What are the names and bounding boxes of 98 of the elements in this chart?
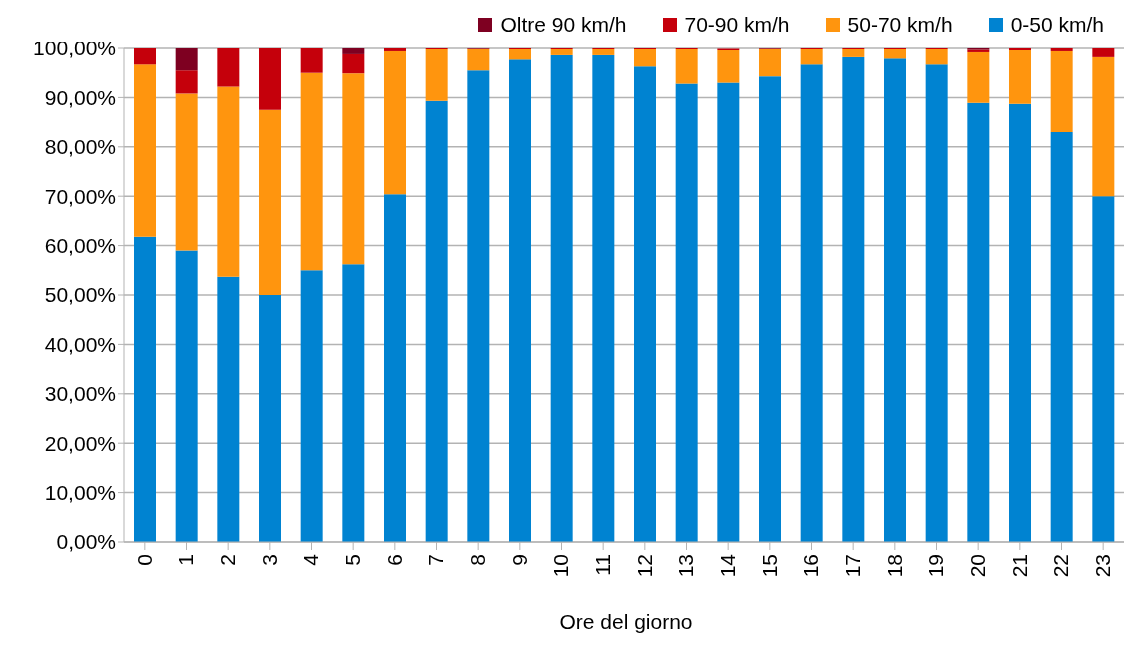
bar xyxy=(175,48,198,71)
bar xyxy=(300,72,323,271)
bar xyxy=(384,48,406,51)
bar xyxy=(717,82,740,542)
bar xyxy=(1092,196,1115,542)
bar xyxy=(217,86,240,277)
x-tick-label: 16 xyxy=(799,554,823,578)
bar xyxy=(634,48,656,67)
x-tick-label: 12 xyxy=(632,554,656,578)
bar xyxy=(342,264,365,542)
legend-label: 0-50 km/h xyxy=(1010,13,1104,37)
bar xyxy=(967,51,990,103)
y-tick-label: 30,00% xyxy=(44,382,116,406)
x-tick-label: 22 xyxy=(1049,554,1073,578)
bar xyxy=(509,59,531,542)
bar xyxy=(550,54,573,542)
bar xyxy=(759,76,781,542)
x-tick-label: 3 xyxy=(257,554,281,566)
bar xyxy=(842,56,865,542)
bar xyxy=(300,48,323,73)
bar xyxy=(134,236,156,542)
x-tick-label: 17 xyxy=(841,554,865,578)
x-tick-label: 11 xyxy=(591,554,615,576)
bar xyxy=(634,66,656,542)
y-tick-label: 60,00% xyxy=(44,234,116,258)
x-tick-label: 21 xyxy=(1007,554,1031,578)
bar xyxy=(1009,103,1031,542)
bar xyxy=(592,54,615,542)
x-tick-label: 9 xyxy=(507,554,531,566)
bar xyxy=(425,100,448,542)
x-tick-label: 15 xyxy=(757,554,781,578)
bar xyxy=(800,64,823,542)
y-tick-label: 20,00% xyxy=(44,431,116,455)
y-tick-label: 90,00% xyxy=(44,85,116,109)
bar xyxy=(467,48,490,71)
bar xyxy=(384,50,406,195)
bar xyxy=(884,48,906,59)
x-tick-label: 6 xyxy=(382,554,406,566)
y-tick-label: 80,00% xyxy=(44,135,116,159)
bar xyxy=(800,48,823,65)
legend-label: 50-70 km/h xyxy=(847,13,953,37)
bar xyxy=(175,93,198,251)
bar xyxy=(384,194,406,542)
bar xyxy=(925,64,948,542)
bar xyxy=(592,48,615,55)
bar xyxy=(1050,48,1073,51)
bar xyxy=(217,48,240,87)
x-tick-label: 14 xyxy=(716,553,740,578)
bar xyxy=(175,70,198,94)
x-tick-label: 7 xyxy=(424,554,448,566)
bar xyxy=(134,64,156,237)
bar xyxy=(675,83,698,542)
y-tick-label: 10,00% xyxy=(44,481,116,505)
bar xyxy=(967,102,990,542)
x-tick-label: 5 xyxy=(341,554,365,566)
bar xyxy=(217,276,240,542)
x-tick-label: 0 xyxy=(132,554,156,566)
x-tick-label: 19 xyxy=(924,554,948,578)
x-tick-label: 4 xyxy=(299,553,323,566)
y-tick-label: 0,00% xyxy=(56,530,116,554)
bar xyxy=(717,49,740,83)
bar xyxy=(550,48,573,55)
x-tick-label: 13 xyxy=(674,554,698,578)
y-tick-label: 50,00% xyxy=(44,283,116,307)
x-tick-label: 18 xyxy=(882,554,906,578)
bar xyxy=(300,270,323,542)
bar xyxy=(759,48,781,77)
bar xyxy=(467,70,490,542)
bar xyxy=(509,48,531,60)
y-tick-label: 70,00% xyxy=(44,184,116,208)
bar xyxy=(259,109,281,295)
bar xyxy=(175,250,198,542)
bar xyxy=(1009,49,1031,104)
legend-label: 70-90 km/h xyxy=(684,13,790,37)
x-tick-label: 20 xyxy=(966,554,990,578)
bar xyxy=(1050,131,1073,542)
x-tick-label: 2 xyxy=(216,554,240,566)
x-tick-label: 23 xyxy=(1091,554,1115,578)
bar xyxy=(925,48,948,65)
bar xyxy=(259,48,281,110)
bar xyxy=(675,48,698,84)
bar xyxy=(425,48,448,101)
bar xyxy=(1092,48,1115,57)
x-tick-label: 10 xyxy=(549,554,573,578)
bar xyxy=(342,48,365,54)
bar xyxy=(259,295,281,542)
x-tick-label: 1 xyxy=(174,554,198,566)
bar xyxy=(842,48,865,57)
x-tick-label: 8 xyxy=(466,554,490,566)
bar xyxy=(884,58,906,542)
bar xyxy=(1050,50,1073,132)
bar xyxy=(342,53,365,74)
bar xyxy=(134,48,156,65)
bar xyxy=(1092,56,1115,197)
bar xyxy=(342,73,365,265)
y-tick-label: 40,00% xyxy=(44,332,116,356)
legend-label: Oltre 90 km/h xyxy=(500,13,627,37)
x-axis-title: Ore del giorno xyxy=(558,610,694,634)
